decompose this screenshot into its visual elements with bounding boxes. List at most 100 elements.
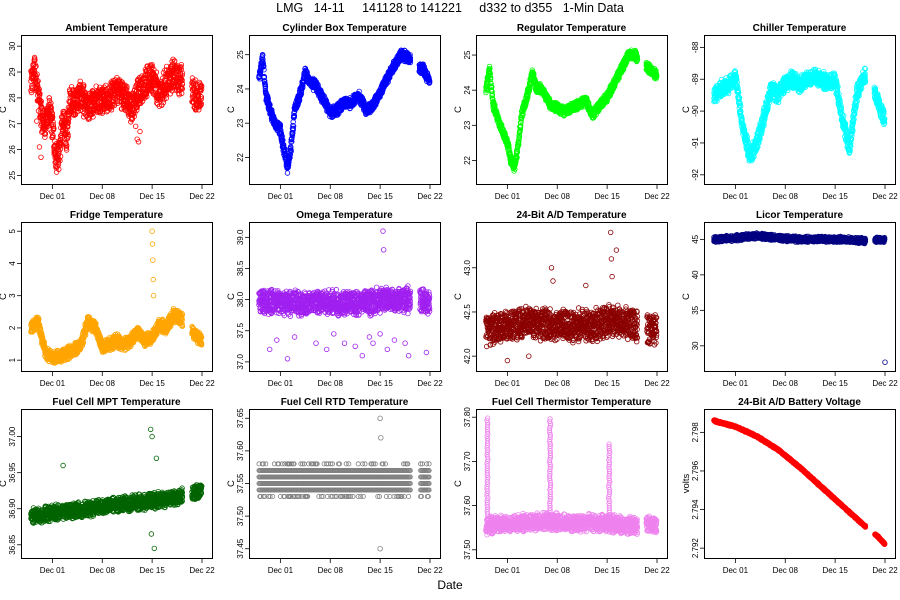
data-point — [407, 57, 414, 64]
data-point — [171, 58, 178, 64]
y-tick-label: 24 — [236, 84, 245, 93]
data-point — [304, 69, 310, 75]
data-point — [289, 133, 296, 139]
data-point — [148, 62, 154, 69]
data-point — [65, 133, 71, 140]
data-point — [514, 146, 520, 152]
data-point — [279, 133, 285, 139]
data-point — [55, 159, 62, 165]
data-point — [257, 70, 264, 76]
data-point — [260, 61, 266, 67]
x-tick-label: Dec 01 — [40, 192, 66, 201]
data-point — [633, 49, 639, 56]
data-point — [34, 118, 40, 124]
data-point — [725, 90, 732, 97]
data-point — [298, 91, 305, 97]
data-point — [51, 146, 58, 152]
data-point — [518, 112, 525, 118]
data-point — [489, 88, 495, 95]
data-point — [124, 83, 130, 90]
data-point — [653, 74, 660, 80]
data-point — [38, 98, 44, 105]
y-tick-label: 29 — [8, 67, 17, 76]
data-point — [335, 112, 341, 118]
data-points — [483, 47, 660, 174]
panel-title: Chiller Temperature — [753, 23, 847, 34]
data-point — [51, 126, 57, 132]
data-point — [179, 70, 186, 76]
data-point — [288, 144, 294, 151]
data-point — [290, 127, 296, 133]
data-point — [531, 72, 537, 78]
data-point — [338, 107, 344, 114]
data-point — [37, 100, 44, 107]
data-point — [291, 113, 297, 120]
data-points — [28, 54, 205, 175]
data-point — [486, 63, 493, 70]
data-point — [109, 104, 115, 110]
data-point — [46, 95, 52, 101]
data-point — [167, 91, 173, 97]
data-point — [149, 64, 156, 70]
data-point — [734, 76, 740, 83]
data-point — [163, 92, 170, 98]
x-tick-label: Dec 15 — [367, 192, 393, 201]
data-point — [144, 68, 150, 75]
data-point — [81, 88, 87, 95]
data-point — [288, 147, 294, 153]
data-point — [32, 64, 38, 70]
data-point — [42, 134, 48, 140]
data-point — [277, 122, 284, 128]
data-point — [123, 87, 130, 93]
y-axis-label: C — [453, 106, 464, 113]
data-point — [34, 71, 40, 77]
y-tick-label: 22 — [236, 152, 245, 161]
data-point — [761, 121, 767, 127]
data-point — [290, 123, 297, 129]
data-point — [514, 155, 520, 161]
data-point — [380, 87, 386, 93]
data-point — [131, 113, 137, 120]
data-point — [137, 128, 143, 135]
data-point — [734, 82, 740, 88]
data-point — [50, 133, 56, 139]
data-point — [634, 57, 641, 63]
data-point — [93, 83, 99, 89]
data-point — [63, 142, 70, 148]
data-point — [487, 70, 493, 77]
data-point — [287, 154, 293, 161]
x-tick-label: Dec 22 — [417, 192, 443, 201]
data-point — [198, 94, 204, 100]
data-point — [506, 144, 512, 150]
data-point — [57, 139, 64, 146]
main-title: LMG 14-11 141128 to 141221 d332 to d355 … — [276, 1, 624, 15]
data-point — [504, 135, 510, 142]
data-point — [167, 72, 173, 78]
data-point — [34, 79, 41, 85]
data-point — [80, 86, 86, 92]
data-point — [757, 136, 763, 142]
data-point — [502, 130, 508, 137]
data-point — [761, 123, 767, 129]
data-point — [160, 99, 167, 106]
y-tick-label: 25 — [463, 50, 472, 59]
y-tick-label: 25 — [8, 170, 17, 179]
y-tick-label: 25 — [236, 50, 245, 59]
y-tick-label: 23 — [236, 118, 245, 127]
y-tick-label: 22 — [463, 155, 472, 164]
data-point — [80, 83, 87, 89]
data-point — [198, 100, 204, 107]
data-point — [56, 166, 62, 172]
data-point — [57, 153, 64, 159]
data-point — [714, 98, 720, 104]
data-point — [36, 144, 43, 150]
data-point — [262, 83, 269, 90]
data-point — [261, 66, 267, 73]
data-point — [360, 97, 367, 103]
plot-frame — [249, 35, 441, 185]
data-point — [407, 52, 413, 58]
data-point — [58, 142, 64, 148]
data-point — [104, 88, 110, 94]
data-point — [39, 105, 45, 112]
